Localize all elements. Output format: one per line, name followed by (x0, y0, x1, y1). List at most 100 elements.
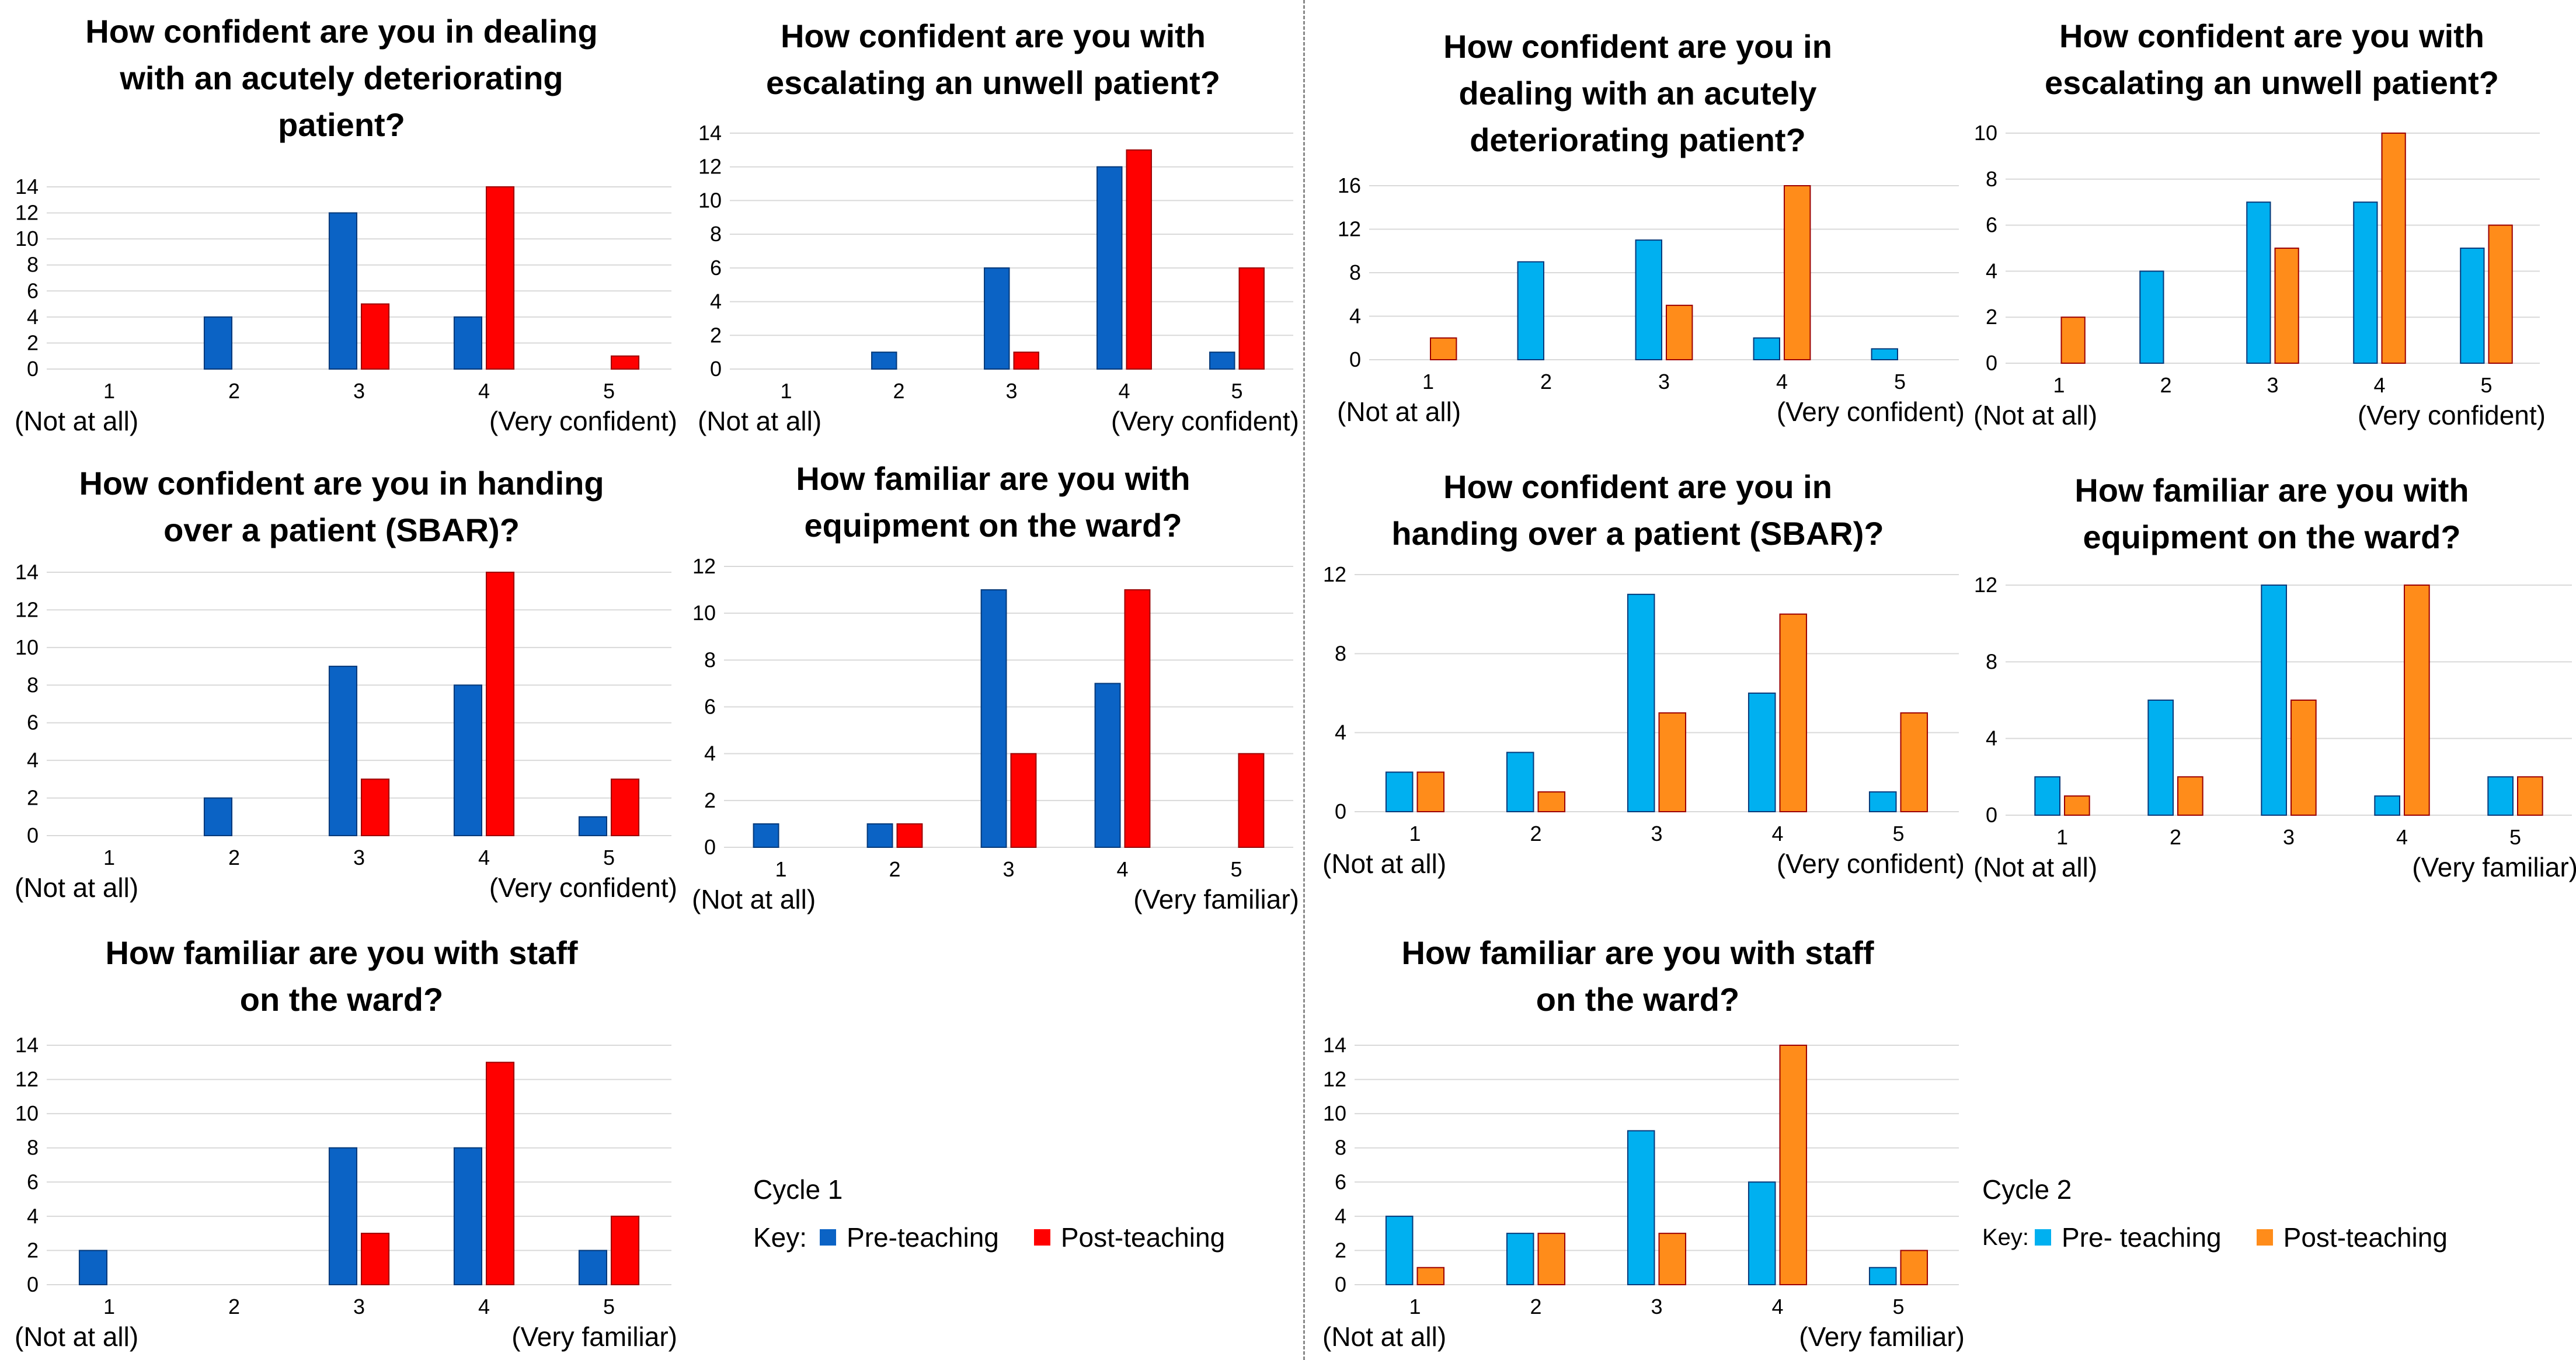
bar-pre-teaching (753, 823, 779, 848)
bar-post-teaching (1779, 1045, 1808, 1285)
y-tick-label: 8 (27, 1136, 39, 1160)
bar-pre-teaching (328, 1147, 357, 1286)
bar-pre-teaching (453, 316, 482, 370)
bar-post-teaching (611, 778, 640, 836)
x-tick-label: 2 (228, 846, 240, 869)
bar-pre-teaching (1517, 261, 1544, 360)
x-tick-label: 3 (1651, 1295, 1662, 1319)
y-tick-label: 12 (1974, 573, 1997, 597)
x-tick-label: 3 (2267, 373, 2278, 397)
bar-pre-teaching (1096, 166, 1123, 370)
bar-pre-teaching (1094, 683, 1121, 848)
y-tick-label: 0 (27, 1272, 39, 1296)
legend-swatch-pre (2035, 1229, 2052, 1246)
y-tick-label: 4 (710, 290, 722, 314)
bar-pre-teaching (578, 816, 607, 836)
x-tick-label: 1 (775, 857, 786, 881)
bar-post-teaching (361, 303, 390, 370)
x-tick-label: 5 (1894, 370, 1906, 394)
y-tick-label: 6 (1986, 213, 1997, 237)
x-tick-label: 2 (1530, 822, 1541, 846)
legend-cycle-label: Cycle 2 (1982, 1174, 2072, 1205)
bar-post-teaching (1416, 1267, 1445, 1286)
x-tick-label: 4 (478, 379, 490, 403)
chart-title: How confident are you with escalating an… (766, 18, 1220, 101)
y-tick-label: 6 (27, 279, 39, 302)
bar-pre-teaching (203, 797, 233, 836)
y-tick-label: 0 (710, 357, 722, 381)
bar-post-teaching (486, 572, 515, 836)
x-end-label-left: (Not at all) (15, 406, 138, 436)
chart-title: How confident are you in handing over a … (1391, 468, 1884, 552)
x-tick-label: 5 (1231, 379, 1242, 403)
x-end-label-left: (Not at all) (692, 884, 816, 914)
x-tick-label: 5 (2509, 825, 2521, 849)
y-tick-label: 12 (1338, 217, 1361, 241)
legend-label-pre: Pre-teaching (847, 1222, 999, 1253)
y-tick-label: 10 (15, 227, 39, 251)
y-tick-label: 14 (698, 121, 722, 145)
y-tick-label: 2 (704, 788, 716, 812)
bar-post-teaching (1124, 589, 1151, 848)
y-tick-label: 4 (27, 748, 39, 772)
bar-pre-teaching (1506, 1233, 1534, 1286)
bar-pre-teaching (328, 212, 357, 370)
bar-post-teaching (1013, 352, 1039, 370)
y-tick-label: 10 (1974, 121, 1997, 145)
bar-post-teaching (361, 778, 390, 836)
x-tick-label: 2 (889, 857, 900, 881)
x-tick-label: 3 (353, 846, 365, 869)
bar-pre-teaching (2147, 700, 2174, 816)
y-tick-label: 4 (27, 305, 39, 329)
x-tick-label: 4 (2373, 373, 2385, 397)
y-tick-label: 4 (27, 1204, 39, 1228)
x-tick-label: 4 (1771, 822, 1783, 846)
bar-post-teaching (1666, 304, 1693, 360)
legend-label-pre: Pre- teaching (2062, 1222, 2222, 1253)
bar-pre-teaching (1506, 752, 1534, 812)
bar-post-teaching (361, 1233, 390, 1286)
y-tick-label: 4 (1986, 259, 1997, 283)
y-tick-label: 12 (15, 201, 39, 225)
chart-title: How confident are you in dealing with an… (85, 13, 598, 143)
x-tick-label: 1 (103, 846, 115, 869)
bar-pre-teaching (453, 684, 482, 836)
bar-post-teaching (2290, 700, 2317, 816)
bar-post-teaching (1416, 771, 1445, 812)
y-tick-label: 0 (27, 357, 39, 381)
x-tick-label: 1 (2053, 373, 2065, 397)
x-end-label-right: (Very familiar) (2412, 852, 2576, 882)
x-end-label-right: (Very confident) (489, 406, 677, 436)
chart-panel-c2-staff: How familiar are you with staff on the w… (1308, 928, 1968, 1360)
x-tick-label: 3 (2283, 825, 2295, 849)
y-tick-label: 14 (1323, 1033, 1346, 1057)
chart-panel-c2-deteriorating: How confident are you in dealing with an… (1308, 0, 1968, 450)
y-tick-label: 10 (1323, 1101, 1346, 1125)
y-tick-label: 16 (1338, 173, 1361, 197)
y-tick-label: 8 (704, 648, 716, 672)
y-tick-label: 2 (27, 331, 39, 354)
bar-pre-teaching (2374, 795, 2401, 816)
bar-post-teaching (1658, 1233, 1687, 1286)
bar-post-teaching (1537, 1233, 1566, 1286)
bar-pre-teaching (328, 666, 357, 836)
legend-swatch-pre (820, 1229, 837, 1246)
bar-pre-teaching (1627, 1130, 1655, 1285)
x-tick-label: 1 (1409, 822, 1421, 846)
y-tick-label: 4 (1335, 1204, 1346, 1228)
bar-pre-teaching (871, 352, 897, 370)
bar-post-teaching (1238, 267, 1265, 370)
chart-panel-c1-equipment: How familiar are you with equipment on t… (683, 450, 1303, 940)
legend-cycle-1: Cycle 1 Key: Pre-teaching Post-teaching (753, 1174, 1225, 1253)
x-tick-label: 4 (1116, 857, 1128, 881)
y-tick-label: 10 (15, 635, 39, 659)
y-tick-label: 12 (1323, 1067, 1346, 1091)
x-tick-label: 2 (2170, 825, 2181, 849)
x-tick-label: 5 (603, 379, 615, 403)
bar-pre-teaching (1868, 1267, 1897, 1286)
x-end-label-left: (Not at all) (15, 1321, 138, 1352)
x-tick-label: 1 (1422, 370, 1434, 394)
x-tick-label: 5 (603, 1295, 615, 1319)
bar-post-teaching (896, 823, 923, 848)
